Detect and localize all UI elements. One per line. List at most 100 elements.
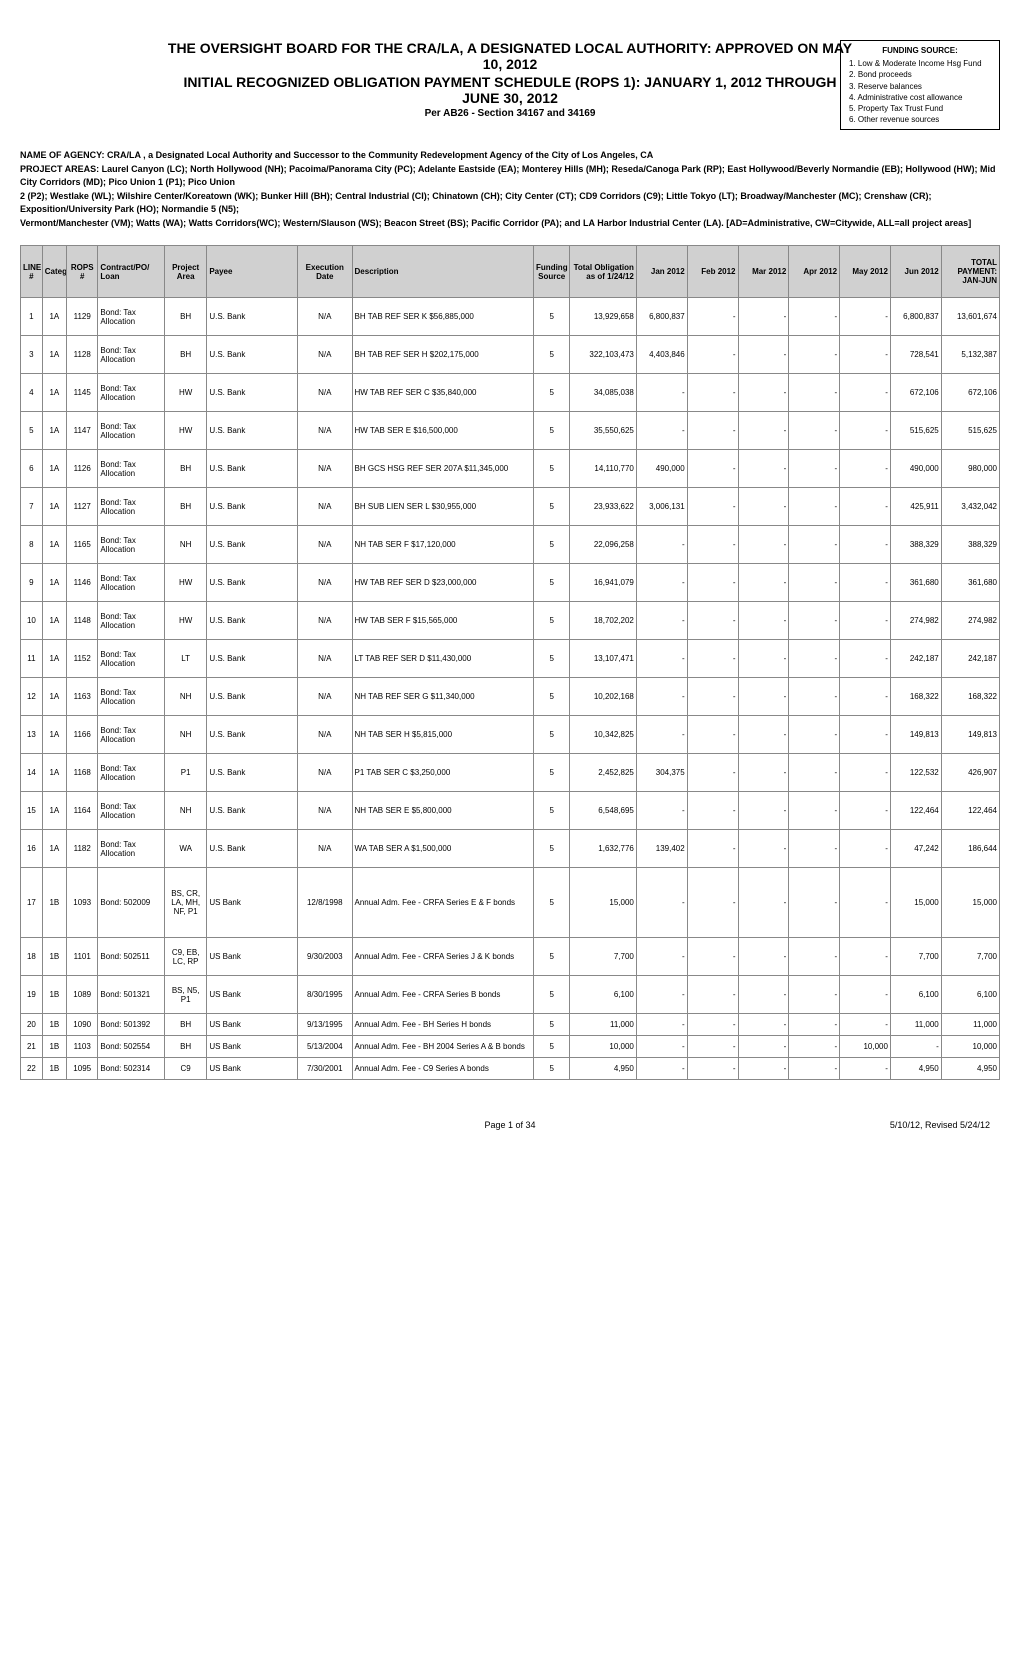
cell: N/A	[298, 678, 352, 716]
project-areas-1: PROJECT AREAS: Laurel Canyon (LC); North…	[20, 163, 1000, 190]
cell: 11	[21, 640, 43, 678]
header: THE OVERSIGHT BOARD FOR THE CRA/LA, A DE…	[20, 40, 1000, 119]
cell: -	[738, 1036, 789, 1058]
table-row: 81A1165Bond: Tax AllocationNHU.S. BankN/…	[21, 526, 1000, 564]
table-row: 131A1166Bond: Tax AllocationNHU.S. BankN…	[21, 716, 1000, 754]
cell: 5	[534, 792, 570, 830]
cell: Bond: Tax Allocation	[98, 564, 165, 602]
cell: -	[636, 792, 687, 830]
cell: 11,000	[941, 1014, 999, 1036]
cell: U.S. Bank	[207, 336, 298, 374]
cell: 5	[534, 640, 570, 678]
cell: 304,375	[636, 754, 687, 792]
cell: 10,202,168	[570, 678, 637, 716]
project-areas-3: Vermont/Manchester (VM); Watts (WA); Wat…	[20, 217, 1000, 231]
cell: U.S. Bank	[207, 412, 298, 450]
cell: Bond: Tax Allocation	[98, 298, 165, 336]
agency-name: NAME OF AGENCY: CRA/LA , a Designated Lo…	[20, 149, 1000, 163]
cell: -	[840, 564, 891, 602]
cell: 122,464	[941, 792, 999, 830]
cell: P1 TAB SER C $3,250,000	[352, 754, 534, 792]
cell: BH	[164, 450, 206, 488]
cell: -	[738, 1058, 789, 1080]
cell: -	[687, 298, 738, 336]
cell: -	[789, 374, 840, 412]
cell: 7,700	[941, 938, 999, 976]
cell: 425,911	[890, 488, 941, 526]
cell: -	[738, 602, 789, 640]
cell: 242,187	[941, 640, 999, 678]
cell: U.S. Bank	[207, 450, 298, 488]
col-category: Category	[42, 246, 66, 298]
cell: -	[789, 716, 840, 754]
cell: -	[738, 976, 789, 1014]
cell: -	[687, 1058, 738, 1080]
cell: -	[636, 938, 687, 976]
cell: U.S. Bank	[207, 678, 298, 716]
cell: N/A	[298, 526, 352, 564]
cell: -	[840, 716, 891, 754]
funding-item: 6. Other revenue sources	[849, 114, 991, 125]
cell: 5	[534, 716, 570, 754]
cell: -	[789, 792, 840, 830]
cell: -	[738, 678, 789, 716]
cell: -	[738, 830, 789, 868]
footer: Page 1 of 34 5/10/12, Revised 5/24/12	[20, 1120, 1000, 1130]
cell: 1	[21, 298, 43, 336]
cell: Bond: 502314	[98, 1058, 165, 1080]
cell: 728,541	[890, 336, 941, 374]
cell: 1B	[42, 1036, 66, 1058]
cell: 22,096,258	[570, 526, 637, 564]
col-exec-date: Execution Date	[298, 246, 352, 298]
cell: Bond: 502511	[98, 938, 165, 976]
cell: -	[789, 602, 840, 640]
cell: 11,000	[890, 1014, 941, 1036]
cell: 515,625	[941, 412, 999, 450]
cell: Annual Adm. Fee - BH 2004 Series A & B b…	[352, 1036, 534, 1058]
cell: 23,933,622	[570, 488, 637, 526]
cell: U.S. Bank	[207, 298, 298, 336]
cell: 14,110,770	[570, 450, 637, 488]
cell: -	[636, 868, 687, 938]
cell: 5	[534, 526, 570, 564]
col-contract: Contract/PO/ Loan	[98, 246, 165, 298]
cell: -	[840, 1014, 891, 1036]
cell: Bond: Tax Allocation	[98, 830, 165, 868]
cell: 10,000	[941, 1036, 999, 1058]
cell: -	[738, 640, 789, 678]
funding-item: 3. Reserve balances	[849, 81, 991, 92]
cell: US Bank	[207, 1058, 298, 1080]
cell: N/A	[298, 640, 352, 678]
cell: 3,006,131	[636, 488, 687, 526]
table-row: 161A1182Bond: Tax AllocationWAU.S. BankN…	[21, 830, 1000, 868]
table-row: 221B1095Bond: 502314C9US Bank7/30/2001An…	[21, 1058, 1000, 1080]
cell: -	[789, 976, 840, 1014]
cell: BH	[164, 1036, 206, 1058]
footer-page: Page 1 of 34	[484, 1120, 535, 1130]
cell: U.S. Bank	[207, 792, 298, 830]
cell: -	[840, 412, 891, 450]
cell: 1A	[42, 678, 66, 716]
cell: 1A	[42, 374, 66, 412]
table-header: LINE # Category ROPS # Contract/PO/ Loan…	[21, 246, 1000, 298]
cell: 12/8/1998	[298, 868, 352, 938]
cell: 149,813	[890, 716, 941, 754]
cell: 1B	[42, 868, 66, 938]
cell: 15,000	[941, 868, 999, 938]
cell: -	[687, 868, 738, 938]
cell: -	[789, 298, 840, 336]
cell: 490,000	[636, 450, 687, 488]
cell: N/A	[298, 488, 352, 526]
cell: -	[738, 792, 789, 830]
cell: 7	[21, 488, 43, 526]
col-total-obligation: Total Obligation as of 1/24/12	[570, 246, 637, 298]
title-line-2: INITIAL RECOGNIZED OBLIGATION PAYMENT SC…	[167, 74, 853, 106]
cell: Bond: Tax Allocation	[98, 716, 165, 754]
cell: -	[840, 678, 891, 716]
cell: 11,000	[570, 1014, 637, 1036]
cell: 8	[21, 526, 43, 564]
cell: 388,329	[941, 526, 999, 564]
cell: 6,100	[570, 976, 637, 1014]
cell: -	[738, 526, 789, 564]
cell: 1168	[66, 754, 97, 792]
